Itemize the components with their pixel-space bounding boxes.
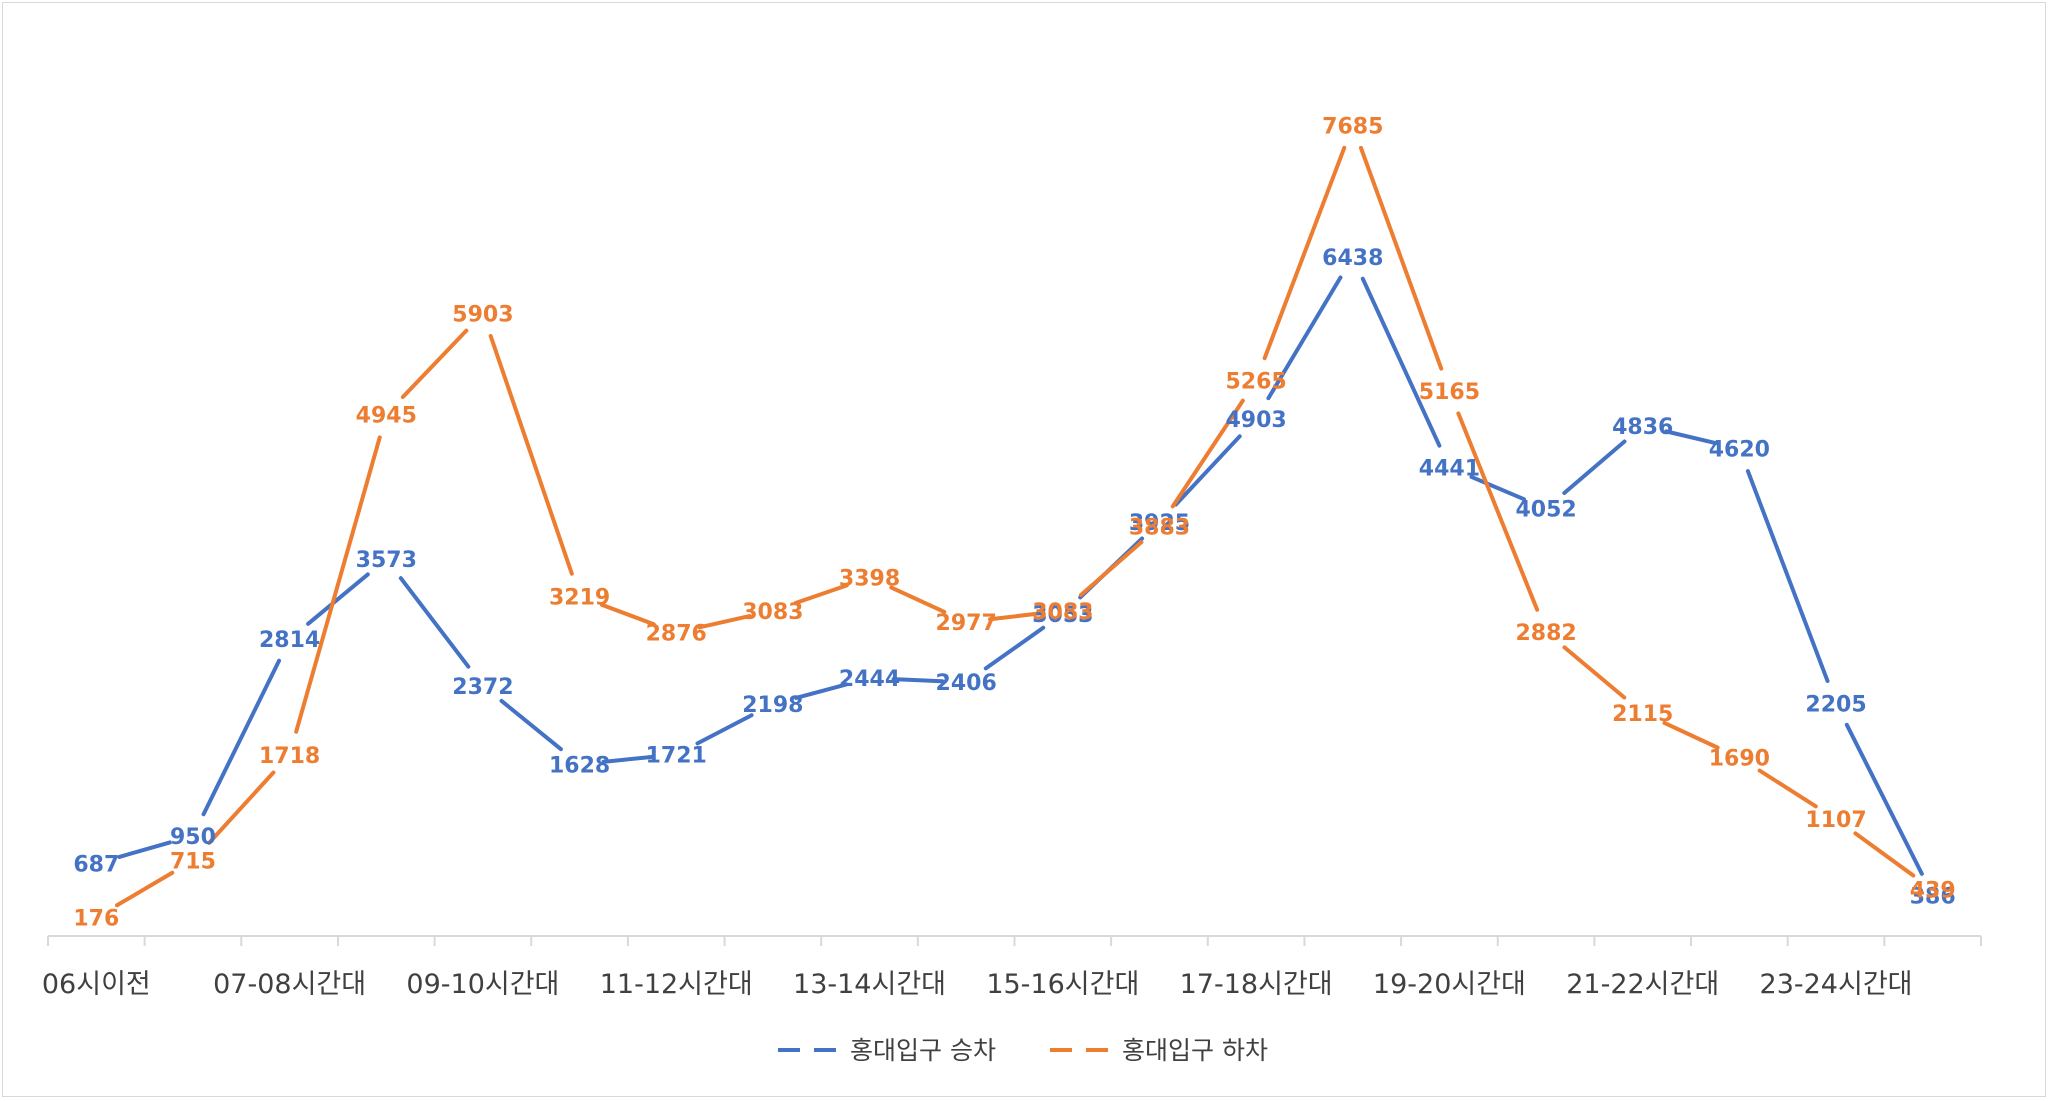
series-line-segment xyxy=(988,611,1041,622)
data-label: 7685 xyxy=(1322,114,1383,139)
series-line-segment xyxy=(488,334,574,576)
series-line-segment xyxy=(695,713,754,746)
data-label: 5903 xyxy=(452,302,513,327)
series-line-segment xyxy=(400,328,469,400)
data-label: 2205 xyxy=(1805,692,1866,717)
series-line-segment xyxy=(1469,474,1526,502)
legend-label: 홍대입구 승차 xyxy=(850,1036,996,1065)
series-line-segment xyxy=(499,698,563,752)
data-label: 2882 xyxy=(1515,621,1576,646)
series-line-segment xyxy=(794,682,849,700)
x-tick-label: 21-22시간대 xyxy=(1566,969,1719,1000)
data-label: 2406 xyxy=(936,671,997,696)
series-line-segment xyxy=(1562,645,1627,700)
data-label: 3053 xyxy=(1032,603,1093,628)
data-label: 1721 xyxy=(646,743,707,768)
series-line-segment xyxy=(306,572,370,626)
series-line-segment xyxy=(1358,145,1444,371)
series-line-segment xyxy=(1745,469,1830,683)
data-label: 3573 xyxy=(356,548,417,573)
series-line-segment xyxy=(601,754,655,764)
data-label: 2444 xyxy=(839,667,900,692)
data-label: 3083 xyxy=(1032,600,1093,625)
legend-label: 홍대입구 하차 xyxy=(1122,1036,1268,1065)
series-line-segment xyxy=(1844,722,1924,876)
legend-item: 홍대입구 하차 xyxy=(1050,1036,1268,1065)
data-label: 2977 xyxy=(936,611,997,636)
data-label: 4903 xyxy=(1226,408,1287,433)
series-1 xyxy=(117,275,1924,876)
series-line-segment xyxy=(201,658,282,817)
series-2 xyxy=(115,145,1916,908)
data-label: 2814 xyxy=(259,628,320,653)
x-tick-label: 09-10시간대 xyxy=(406,969,559,1000)
data-label: 2876 xyxy=(646,622,707,647)
data-label: 4836 xyxy=(1612,415,1673,440)
series-line-segment xyxy=(117,840,172,859)
series-line-segment xyxy=(1078,540,1144,597)
data-label: 5265 xyxy=(1226,370,1287,395)
x-tick-label: 11-12시간대 xyxy=(600,969,753,1000)
series-line-segment xyxy=(115,870,175,908)
data-label: 6438 xyxy=(1322,246,1383,271)
series-line-segment xyxy=(1266,275,1343,401)
series-line-segment xyxy=(889,585,947,614)
series-line-segment xyxy=(1456,411,1540,612)
data-label: 950 xyxy=(170,825,216,850)
data-label: 2372 xyxy=(452,675,513,700)
data-label: 4620 xyxy=(1709,438,1770,463)
data-label: 715 xyxy=(170,850,216,875)
series-line-segment xyxy=(294,435,382,734)
data-label: 3925 xyxy=(1129,511,1190,536)
data-label: 3083 xyxy=(742,600,803,625)
x-tick-label: 23-24시간대 xyxy=(1760,969,1913,1000)
line-chart: 06시이전 07-08시간대 09-10시간대 11-12시간대 13-14시간대 15-… xyxy=(42,114,1982,1065)
data-label: 3398 xyxy=(839,567,900,592)
data-label: 1690 xyxy=(1709,747,1770,772)
series-line-segment xyxy=(1170,398,1245,509)
x-tick-label: 17-18시간대 xyxy=(1180,969,1333,1000)
data-label: 3883 xyxy=(1129,515,1190,540)
legend: 홍대입구 승차 홍대입구 하차 xyxy=(778,1036,1268,1065)
series-line-segment xyxy=(1664,429,1719,446)
series-line-segment xyxy=(793,583,849,605)
x-tick-label: 15-16시간대 xyxy=(986,969,1139,1000)
series-line-segment xyxy=(600,602,656,627)
x-tick-label: 07-08시간대 xyxy=(213,969,366,1000)
data-labels: 687 950 2814 3573 2372 1628 1721 2198 2444 2406 30… xyxy=(73,114,1955,931)
x-tick-label: 06시이전 xyxy=(42,969,151,1000)
series-line-segment xyxy=(1853,831,1916,878)
series-line-segment xyxy=(1360,276,1442,448)
x-tick-label: 13-14시간대 xyxy=(793,969,946,1000)
data-label: 3219 xyxy=(549,585,610,610)
data-label: 2198 xyxy=(742,693,803,718)
data-label: 687 xyxy=(73,853,119,878)
data-label: 386 xyxy=(1910,884,1956,909)
series-line-segment xyxy=(1757,768,1818,809)
series-line-segment xyxy=(1173,434,1242,507)
x-tick-label: 19-20시간대 xyxy=(1373,969,1526,1000)
legend-item: 홍대입구 승차 xyxy=(778,1036,996,1065)
data-label: 176 xyxy=(73,906,119,931)
data-label: 4052 xyxy=(1515,498,1576,523)
series-line-segment xyxy=(1562,439,1627,495)
data-label: 4441 xyxy=(1419,457,1480,482)
series-line-segment xyxy=(983,625,1046,671)
series-line-segment xyxy=(207,770,276,845)
x-axis: 06시이전 07-08시간대 09-10시간대 11-12시간대 13-14시간대 15-… xyxy=(42,935,1982,1000)
series-line-segment xyxy=(1662,720,1720,750)
series-layer xyxy=(115,145,1924,908)
data-label: 1107 xyxy=(1805,808,1866,833)
data-label: 4945 xyxy=(356,403,417,428)
series-line-segment xyxy=(398,576,471,669)
data-label: 1628 xyxy=(549,753,610,778)
data-label: 2115 xyxy=(1612,702,1673,727)
series-line-segment xyxy=(1262,145,1347,361)
series-line-segment xyxy=(697,614,752,630)
data-label: 1718 xyxy=(259,744,320,769)
data-label: 5165 xyxy=(1419,380,1480,405)
series-line-segment xyxy=(891,677,945,684)
data-label: 439 xyxy=(1910,879,1956,904)
